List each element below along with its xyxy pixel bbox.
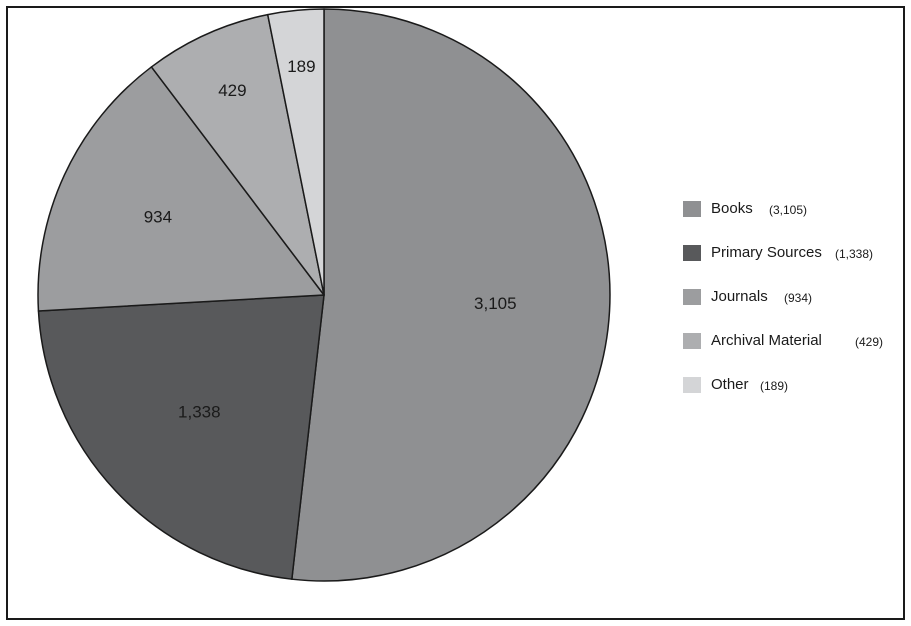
legend-count-books: (3,105): [769, 203, 808, 217]
legend-swatch-journals: [683, 289, 701, 305]
legend-label-primary-sources: Primary Sources: [711, 244, 822, 261]
pie-chart: 3,105 1,338 934 429 189: [37, 8, 611, 582]
chart-frame: 3,105 1,338 934 429 189 Books (3,105) Primar…: [6, 6, 905, 620]
legend-count-other: (189): [760, 379, 789, 393]
pie-slice-books: [291, 8, 611, 582]
slice-label-other: 189: [287, 57, 315, 76]
pie-slice-primary-sources: [37, 294, 325, 580]
legend-label-books: Books: [711, 200, 753, 217]
legend-swatch-primary-sources: [683, 245, 701, 261]
legend-count-archival-material: (429): [855, 335, 884, 349]
slice-label-books: 3,105: [474, 294, 517, 313]
pie-slice-journals: [37, 66, 325, 312]
legend-count-journals: (934): [784, 291, 813, 305]
legend-label-archival-material: Archival Material: [711, 332, 822, 349]
legend-swatch-other: [683, 377, 701, 393]
pie-slice-other: [266, 8, 325, 296]
pie-slice-archival-material: [150, 13, 325, 296]
legend-swatch-books: [683, 201, 701, 217]
legend-count-primary-sources: (1,338): [835, 247, 874, 261]
legend-label-other: Other: [711, 376, 749, 393]
slice-label-primary-sources: 1,338: [178, 402, 221, 421]
legend-label-journals: Journals: [711, 288, 768, 305]
slice-label-archival-material: 429: [218, 81, 246, 100]
slice-label-journals: 934: [144, 208, 172, 227]
legend-swatch-archival-material: [683, 333, 701, 349]
